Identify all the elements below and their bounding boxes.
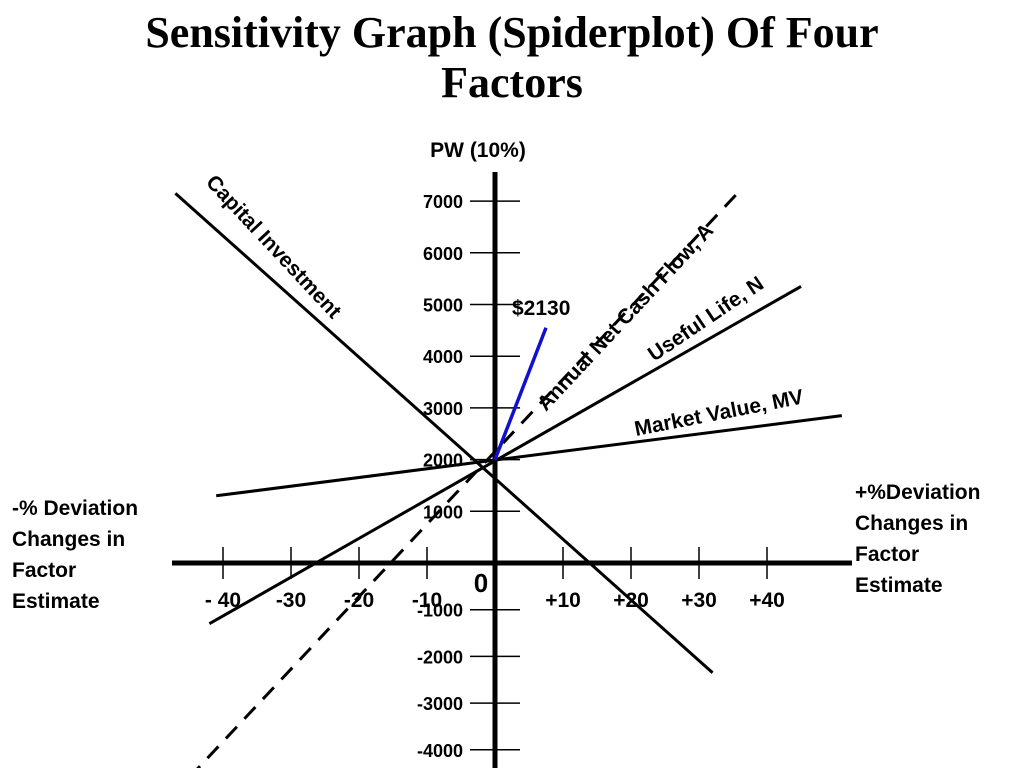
series-label-capital-investment: Capital Investment (201, 171, 345, 323)
left-axis-label: -% Deviation Changes in Factor Estimate (12, 493, 138, 617)
axis-tick-labels: 7000 6000 5000 4000 3000 2000 1000 -1000 -2000 -3… (205, 192, 785, 761)
left-axis-label-line-2: Changes in (12, 528, 126, 551)
right-axis-label: +%Deviation Changes in Factor Estimate (855, 477, 980, 601)
right-axis-label-line-3: Factor (855, 543, 920, 566)
series-line-capital-investment (174, 192, 714, 674)
x-tick-label: +30 (681, 589, 717, 612)
chart-title-line-2: Factors (441, 58, 583, 107)
y-tick-label: 3000 (423, 399, 463, 419)
x-tick-label: +10 (545, 589, 581, 612)
x-tick-label: +20 (613, 589, 649, 612)
chart-title-line-1: Sensitivity Graph (Spiderplot) Of Four (145, 8, 879, 57)
y-tick-label: -1000 (417, 601, 463, 621)
y-tick-label: -4000 (417, 741, 463, 761)
y-axis-label: PW (10%) (430, 139, 526, 162)
left-axis-label-line-3: Factor (12, 559, 77, 582)
right-axis-label-line-1: +%Deviation (855, 481, 981, 504)
axes (172, 172, 852, 768)
x-tick-label: -30 (276, 589, 306, 612)
right-axis-label-line-4: Estimate (855, 574, 943, 597)
y-tick-label: 6000 (423, 244, 463, 264)
x-tick-label: +40 (749, 589, 785, 612)
y-tick-label: -2000 (417, 647, 463, 667)
series-line-market-value-mv (216, 414, 842, 498)
y-tick-label: 5000 (423, 296, 463, 316)
origin-label: 0 (474, 568, 488, 598)
right-axis-label-line-2: Changes in (855, 512, 969, 535)
x-tick-label: -10 (412, 589, 442, 612)
chart-title: Sensitivity Graph (Spiderplot) Of Four F… (0, 8, 1024, 108)
y-tick-label: 1000 (423, 502, 463, 522)
x-tick-label: -20 (344, 589, 374, 612)
series-label-2130: $2130 (512, 297, 570, 320)
y-tick-label: 7000 (423, 192, 463, 212)
left-axis-label-line-4: Estimate (12, 590, 100, 613)
y-tick-label: 4000 (423, 347, 463, 367)
left-axis-label-line-1: -% Deviation (12, 497, 139, 520)
x-tick-label: - 40 (205, 589, 241, 612)
series-line-2130 (493, 327, 548, 461)
y-tick-label: -3000 (417, 694, 463, 714)
series-line-useful-life-n (208, 285, 802, 626)
y-tick-label: 2000 (423, 451, 463, 471)
series-lines (174, 189, 842, 768)
